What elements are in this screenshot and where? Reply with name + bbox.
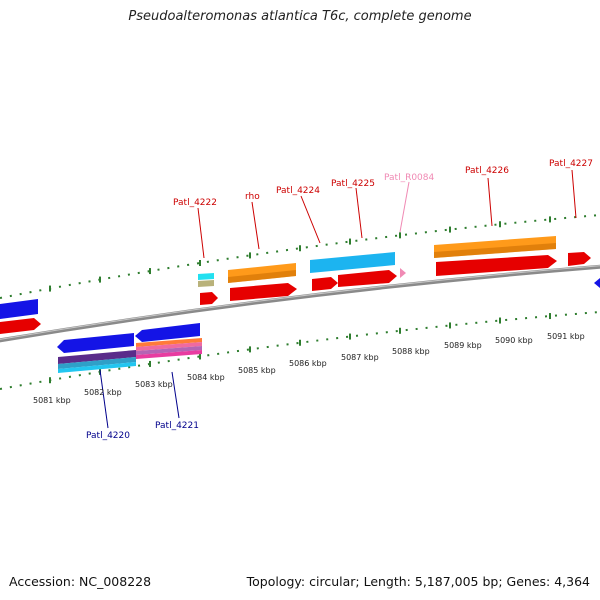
gene-label[interactable]: rho [245,192,260,202]
domain-band [136,342,202,351]
reverse-strand-features [57,323,202,373]
gene-label[interactable]: Patl_4224 [276,186,320,196]
gene-label[interactable]: Patl_4225 [331,179,375,189]
gene-arrow[interactable] [0,299,38,319]
gene-arrow[interactable] [434,243,556,258]
genome-backbone-highlight [0,265,600,340]
rna-feature[interactable] [400,268,406,278]
domain-band [58,362,136,373]
scale-label: 5089 kbp [444,341,482,350]
leader-line [197,207,205,259]
leader-line [571,169,577,219]
upper-major-ticks [49,216,551,292]
leader-line [251,201,260,250]
gene-arrow[interactable] [135,323,200,342]
gene-arrow[interactable] [57,333,134,353]
domain-band [136,350,202,359]
gene-arrow[interactable] [312,277,338,291]
domain-band [58,350,136,364]
map-title: Pseudoalteromonas atlantica T6c, complet… [128,9,472,24]
scale-label: 5087 kbp [341,353,379,362]
leader-line [487,177,493,227]
gene-labels: Patl_4222 rho Patl_4224 Patl_4225 Patl_R… [86,159,593,441]
domain-band [58,357,136,369]
scale-label: 5084 kbp [187,373,225,382]
gene-arrow[interactable] [338,270,397,287]
label-leaders [99,169,577,429]
scale-labels: 5081 kbp 5082 kbp 5083 kbp 5084 kbp 5085… [33,332,585,405]
gene-arrow[interactable] [228,270,296,283]
gene-arrow[interactable] [310,252,395,273]
accession-text: Accession: NC_008228 [9,574,152,589]
lower-tick-track [0,311,600,390]
scale-label: 5083 kbp [135,380,173,389]
leader-line [99,369,109,429]
upper-tick-track [0,214,600,299]
gene-arrow[interactable] [436,255,557,276]
domain-band [136,338,202,347]
gene-arrow[interactable] [198,273,214,280]
scale-label: 5081 kbp [33,396,71,405]
leader-line [171,371,180,419]
genome-backbone [0,264,600,343]
leader-line [399,181,410,233]
forward-strand-features [0,236,600,334]
gene-label[interactable]: Patl_4220 [86,431,130,441]
topology-text: Topology: circular; Length: 5,187,005 bp… [246,574,590,589]
scale-label: 5088 kbp [392,347,430,356]
gene-arrow[interactable] [230,283,297,301]
scale-label: 5091 kbp [547,332,585,341]
gene-arrow[interactable] [198,280,214,287]
gene-arrow[interactable] [0,318,41,334]
gene-label[interactable]: Patl_4227 [549,159,593,169]
leader-line [300,195,321,244]
gene-arrow[interactable] [200,292,218,305]
scale-label: 5082 kbp [84,388,122,397]
lower-major-ticks [49,313,551,384]
domain-band [136,346,202,355]
gene-arrow[interactable] [594,278,600,288]
gene-label[interactable]: Patl_4221 [155,421,199,431]
gene-label[interactable]: Patl_4226 [465,166,509,176]
gene-label[interactable]: Patl_R0084 [384,173,434,183]
gene-label[interactable]: Patl_4222 [173,198,217,208]
leader-line [355,187,363,239]
scale-label: 5086 kbp [289,359,327,368]
gene-arrow[interactable] [568,252,591,266]
scale-label: 5090 kbp [495,336,533,345]
scale-label: 5085 kbp [238,366,276,375]
